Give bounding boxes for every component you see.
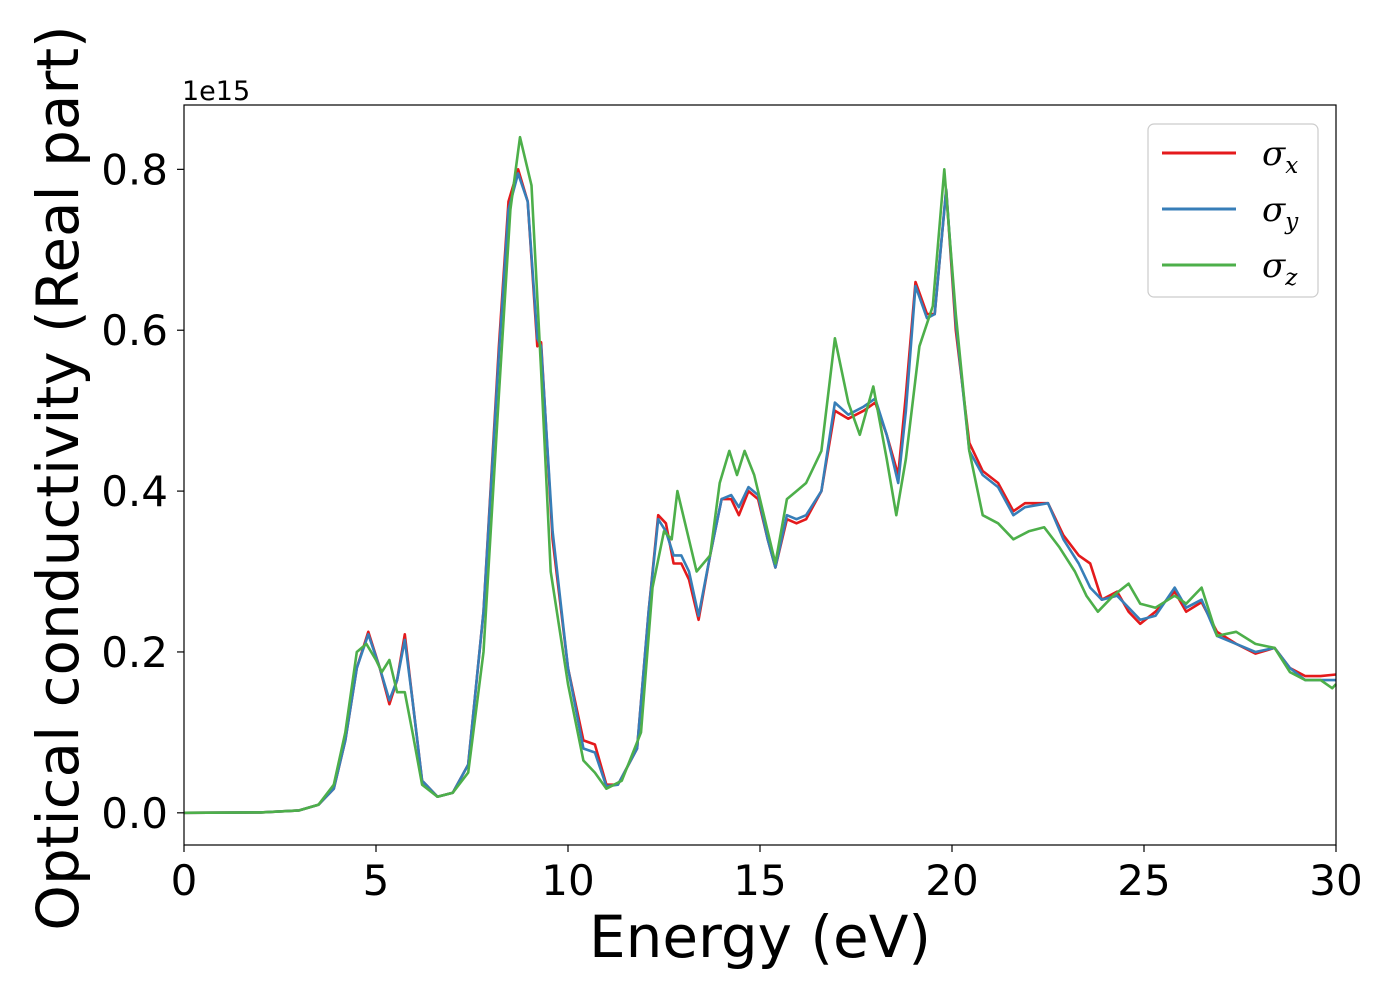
y-axis: 0.0 0.2 0.4 0.6 0.8 bbox=[101, 145, 184, 838]
series-line-z bbox=[183, 135, 1337, 815]
x-tick-label: 10 bbox=[541, 856, 594, 905]
legend-label-x: σx bbox=[1262, 134, 1298, 179]
legend-label-y: σy bbox=[1262, 190, 1299, 235]
y-tick-label: 0.6 bbox=[101, 306, 168, 355]
legend: σx σy σz bbox=[1147, 123, 1319, 298]
y-axis-title: Optical conductivity (Real part) bbox=[24, 25, 92, 930]
x-tick-label: 15 bbox=[733, 856, 786, 905]
y-tick-label: 0.4 bbox=[101, 467, 168, 516]
x-axis-title: Energy (eV) bbox=[589, 903, 931, 971]
x-axis: 0 5 10 15 20 25 30 bbox=[171, 845, 1363, 905]
y-offset-label: 1e15 bbox=[182, 76, 250, 107]
y-tick-label: 0.2 bbox=[101, 628, 168, 677]
x-tick-label: 20 bbox=[925, 856, 978, 905]
x-tick-label: 30 bbox=[1309, 856, 1362, 905]
series-layer bbox=[183, 135, 1337, 815]
x-tick-label: 25 bbox=[1117, 856, 1170, 905]
x-tick-label: 5 bbox=[363, 856, 390, 905]
x-tick-label: 0 bbox=[171, 856, 198, 905]
y-tick-label: 0.0 bbox=[101, 789, 168, 838]
y-tick-label: 0.8 bbox=[101, 145, 168, 194]
legend-label-z: σz bbox=[1262, 246, 1298, 291]
